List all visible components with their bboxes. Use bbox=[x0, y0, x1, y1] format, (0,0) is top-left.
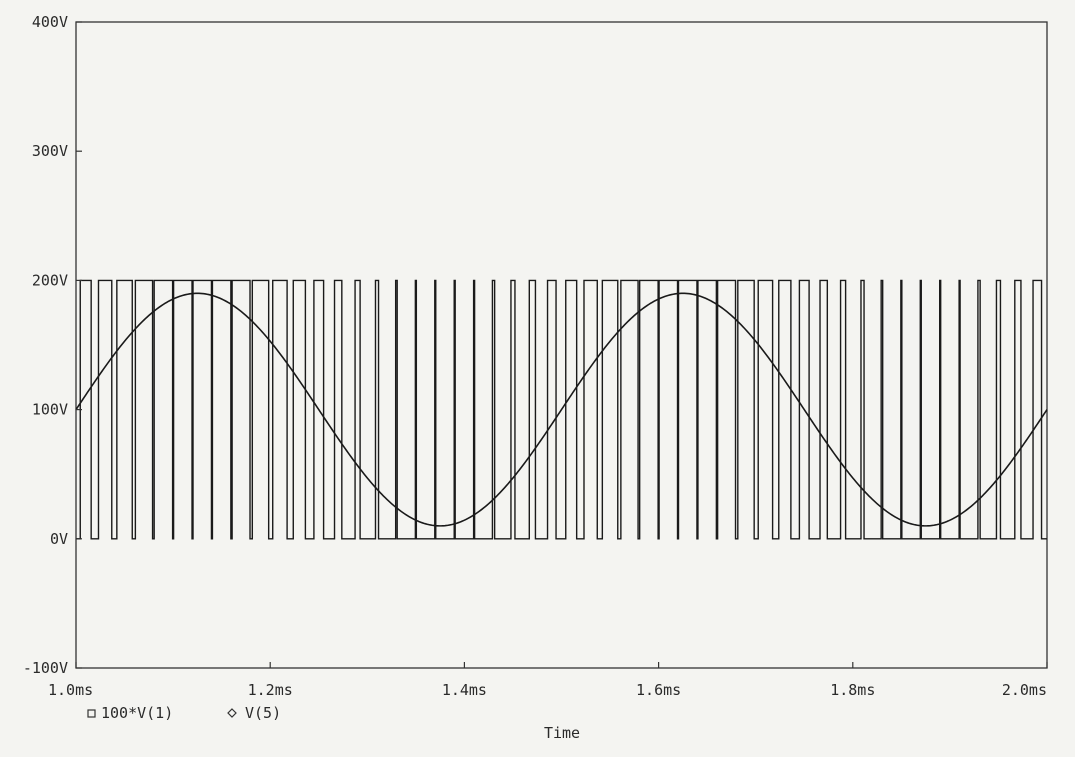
x-axis-label: Time bbox=[544, 724, 580, 742]
y-tick-label: 400V bbox=[32, 13, 68, 31]
y-tick-label: -100V bbox=[23, 659, 68, 677]
y-tick-label: 100V bbox=[32, 401, 68, 419]
series-line-v5 bbox=[75, 292, 1048, 527]
series-layer bbox=[75, 279, 1048, 540]
y-tick-label: 0V bbox=[50, 530, 68, 548]
plot-frame bbox=[75, 21, 1048, 669]
y-tick-label: 300V bbox=[32, 142, 68, 160]
series-line-100v1 bbox=[76, 279, 1047, 540]
x-tick-label: 1.6ms bbox=[636, 681, 681, 699]
legend-label-v5: V(5) bbox=[245, 704, 281, 722]
x-tick-label: 1.2ms bbox=[248, 681, 293, 699]
legend-marker-square bbox=[87, 709, 96, 718]
plot-border bbox=[75, 21, 1048, 669]
legend-label-100v1: 100*V(1) bbox=[101, 704, 173, 722]
y-tick-label: 200V bbox=[32, 271, 68, 289]
legend: 100*V(1) V(5) bbox=[87, 704, 281, 722]
x-tick-label: 1.8ms bbox=[830, 681, 875, 699]
x-tick-label: 1.4ms bbox=[442, 681, 487, 699]
axis-layer: -100V 0V 100V 200V 300V 400V 1.0ms 1.2ms 1.4ms 1.… bbox=[23, 13, 1048, 699]
legend-marker-diamond bbox=[227, 708, 237, 718]
x-tick-label: 2.0ms bbox=[1002, 681, 1047, 699]
x-tick-label: 1.0ms bbox=[48, 681, 93, 699]
